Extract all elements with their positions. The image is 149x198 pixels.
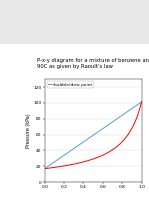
Line: bubble/dew point: bubble/dew point xyxy=(45,102,142,169)
bubble/dew point xyxy=(141,101,142,103)
bubble/dew point xyxy=(68,151,70,153)
Legend: bubble/dew point: bubble/dew point xyxy=(47,81,94,88)
bubble/dew point xyxy=(112,121,113,123)
bubble/dew point xyxy=(44,168,46,170)
Text: P-x-y diagram for a mixture of benzene and
90C as given by Raoult’s law: P-x-y diagram for a mixture of benzene a… xyxy=(37,58,149,69)
bubble/dew point xyxy=(88,137,90,139)
Y-axis label: Pressure (kPa): Pressure (kPa) xyxy=(26,113,31,148)
bubble/dew point xyxy=(51,163,52,165)
bubble/dew point xyxy=(116,117,118,120)
bubble/dew point xyxy=(102,127,104,130)
